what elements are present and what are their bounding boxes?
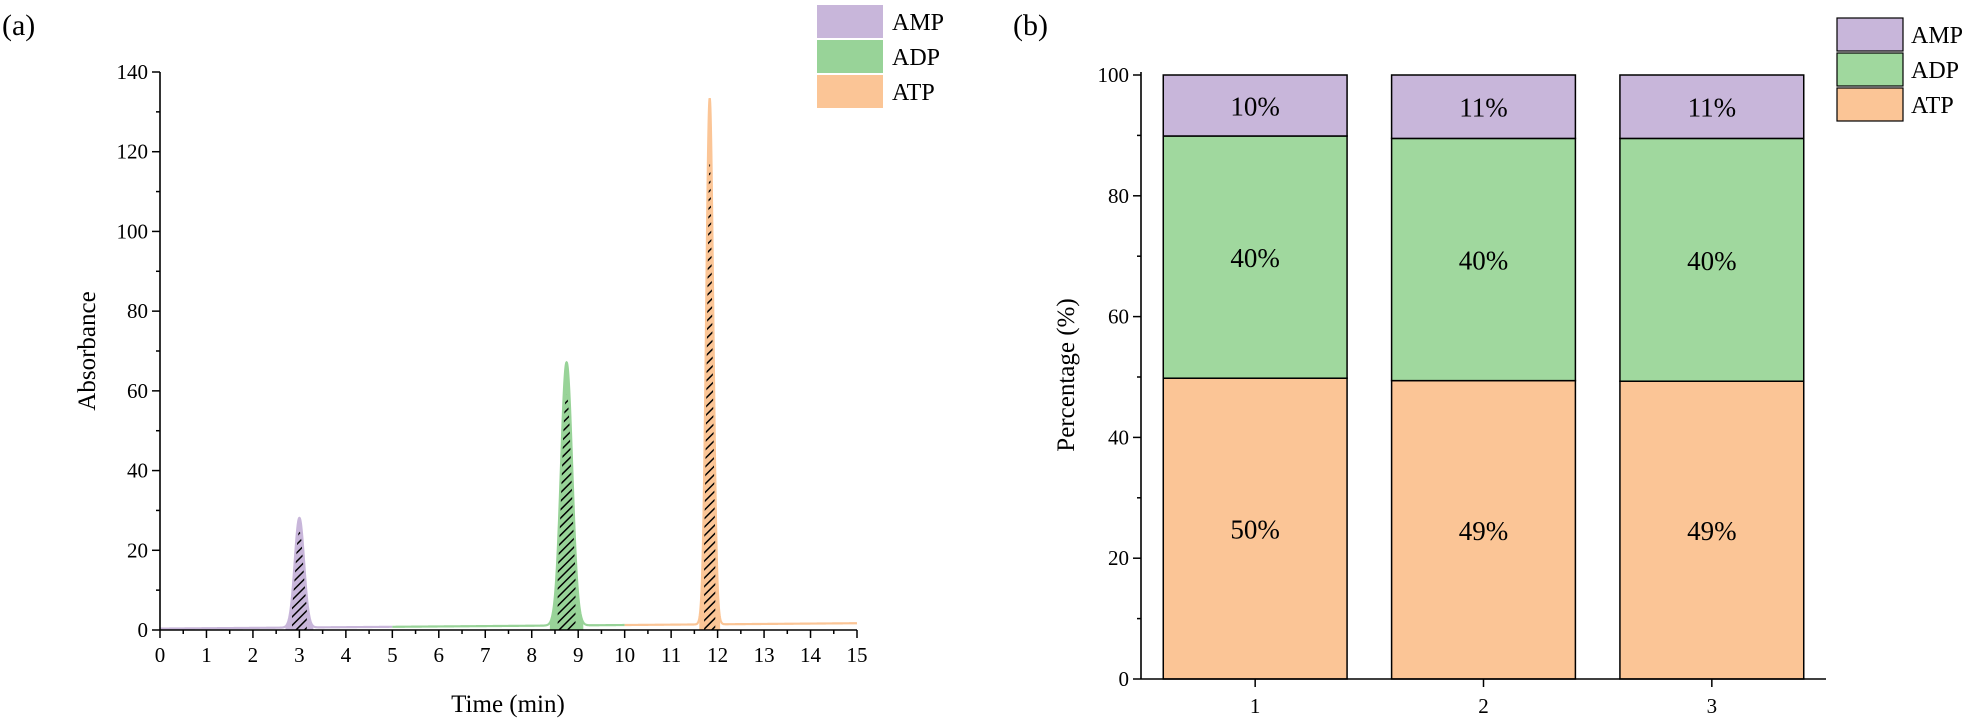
legend-swatch-amp — [817, 5, 883, 38]
bar-y-tick-label: 0 — [1119, 667, 1130, 691]
chromatogram-y-tick-label: 60 — [127, 379, 148, 403]
chromatogram-x-tick-label: 12 — [707, 643, 728, 667]
bar-segment-amp-3 — [1619, 74, 1805, 140]
chromatogram-legend: AMP ADP ATP — [817, 5, 944, 108]
chromatogram-x-tick-label: 9 — [573, 643, 584, 667]
bar-y-axis-title: Percentage (%) — [1053, 298, 1080, 451]
bar-legend: AMP ADP ATP — [1836, 17, 1963, 122]
chromatogram-x-tick-label: 3 — [294, 643, 305, 667]
bar-segment-adp-1 — [1162, 135, 1348, 379]
bar-legend-label-amp: AMP — [1911, 23, 1963, 49]
chromatogram-y-tick-label: 140 — [117, 60, 149, 84]
legend-swatch-atp — [817, 75, 883, 108]
chromatogram-y-tick-label: 0 — [138, 618, 149, 642]
bar-legend-swatch-adp — [1836, 52, 1904, 87]
bar-segment-atp-3 — [1619, 380, 1805, 680]
peak-hatch-adp — [557, 394, 576, 630]
legend-label-amp: AMP — [892, 10, 944, 36]
chromatogram-plot-area — [159, 98, 858, 631]
peak-atp — [624, 98, 858, 631]
chromatogram-x-tick-label: 0 — [155, 643, 166, 667]
bar-x-tick-label: 1 — [1250, 694, 1261, 718]
chromatogram-x-tick-label: 15 — [847, 643, 868, 667]
legend-label-adp: ADP — [892, 45, 940, 71]
chromatogram-x-tick-label: 2 — [248, 643, 259, 667]
bar-y-tick-label: 80 — [1108, 184, 1129, 208]
peak-amp — [159, 516, 393, 630]
chromatogram-y-tick-label: 40 — [127, 459, 148, 483]
bar-y-tick-label: 40 — [1108, 425, 1129, 449]
peak-hatch-amp — [291, 531, 307, 630]
trace-atp — [624, 98, 858, 627]
chromatogram-x-tick-label: 7 — [480, 643, 491, 667]
bar-legend-label-atp: ATP — [1911, 93, 1954, 119]
bar-y-tick-label: 20 — [1108, 546, 1129, 570]
data-label-atp-1: 50% — [1230, 515, 1280, 545]
bar-segment-adp-3 — [1619, 137, 1805, 382]
stacked-bar-panel: (b) 50% 40% 10% 49% 40% 11% 49% 40% 11% 0 20 40 60 8… — [1013, 9, 1963, 718]
peak-hatch-atp — [704, 162, 716, 630]
data-label-atp-3: 49% — [1687, 516, 1737, 546]
bar-segment-atp-2 — [1390, 379, 1577, 680]
bar-legend-swatch-atp — [1836, 87, 1904, 122]
chromatogram-x-tick-label: 6 — [434, 643, 445, 667]
trace-amp — [159, 516, 393, 630]
chromatogram-x-tick-label: 14 — [800, 643, 822, 667]
legend-label-atp: ATP — [892, 80, 935, 106]
bar-y-ticks: 0 20 40 60 80 100 — [1098, 63, 1141, 691]
bar-segment-adp-2 — [1390, 137, 1577, 382]
data-label-adp-3: 40% — [1687, 246, 1737, 276]
peak-adp — [392, 360, 625, 630]
chromatogram-x-tick-label: 8 — [526, 643, 537, 667]
data-label-adp-2: 40% — [1459, 246, 1509, 276]
bar-segment-amp-1 — [1162, 74, 1348, 137]
chromatogram-y-axis-title: Absorbance — [74, 291, 101, 410]
data-label-atp-2: 49% — [1459, 516, 1509, 546]
data-label-amp-2: 11% — [1459, 93, 1508, 123]
bar-x-ticks: 1 2 3 — [1250, 679, 1717, 718]
legend-swatch-adp — [817, 40, 883, 73]
chromatogram-y-tick-label: 80 — [127, 299, 148, 323]
chromatogram-x-tick-label: 10 — [614, 643, 635, 667]
chromatogram-y-tick-label: 100 — [117, 219, 149, 243]
chromatogram-y-tick-label: 20 — [127, 538, 148, 562]
bar-y-tick-label: 100 — [1098, 63, 1130, 87]
data-label-amp-1: 10% — [1230, 92, 1280, 122]
chromatogram-x-axis-title: Time (min) — [451, 691, 565, 718]
chromatogram-y-ticks: 0 20 40 60 80 100 120 140 — [117, 60, 160, 642]
bar-x-tick-label: 3 — [1707, 694, 1718, 718]
bar-y-tick-label: 60 — [1108, 305, 1129, 329]
chromatogram-x-tick-label: 5 — [387, 643, 398, 667]
stacked-bars: 50% 40% 10% 49% 40% 11% 49% 40% 11% — [1162, 74, 1805, 680]
bar-x-tick-label: 2 — [1478, 694, 1489, 718]
panel-b-label: (b) — [1013, 9, 1048, 42]
chromatogram-x-tick-label: 1 — [201, 643, 212, 667]
bar-segment-atp-1 — [1162, 377, 1348, 680]
bar-legend-label-adp: ADP — [1911, 58, 1959, 84]
chromatogram-x-tick-label: 11 — [661, 643, 681, 667]
panel-a-label: (a) — [2, 9, 35, 42]
chromatogram-x-tick-label: 4 — [341, 643, 352, 667]
bar-segment-amp-2 — [1390, 74, 1577, 140]
trace-adp — [392, 360, 625, 628]
data-label-amp-3: 11% — [1688, 93, 1737, 123]
bar-legend-swatch-amp — [1836, 17, 1904, 52]
chromatogram-y-tick-label: 120 — [117, 140, 149, 164]
chromatogram-x-tick-label: 13 — [754, 643, 775, 667]
data-label-adp-1: 40% — [1230, 243, 1280, 273]
chromatogram-x-ticks: 0 1 2 3 4 5 6 7 8 9 10 11 12 13 14 15 — [155, 630, 868, 667]
